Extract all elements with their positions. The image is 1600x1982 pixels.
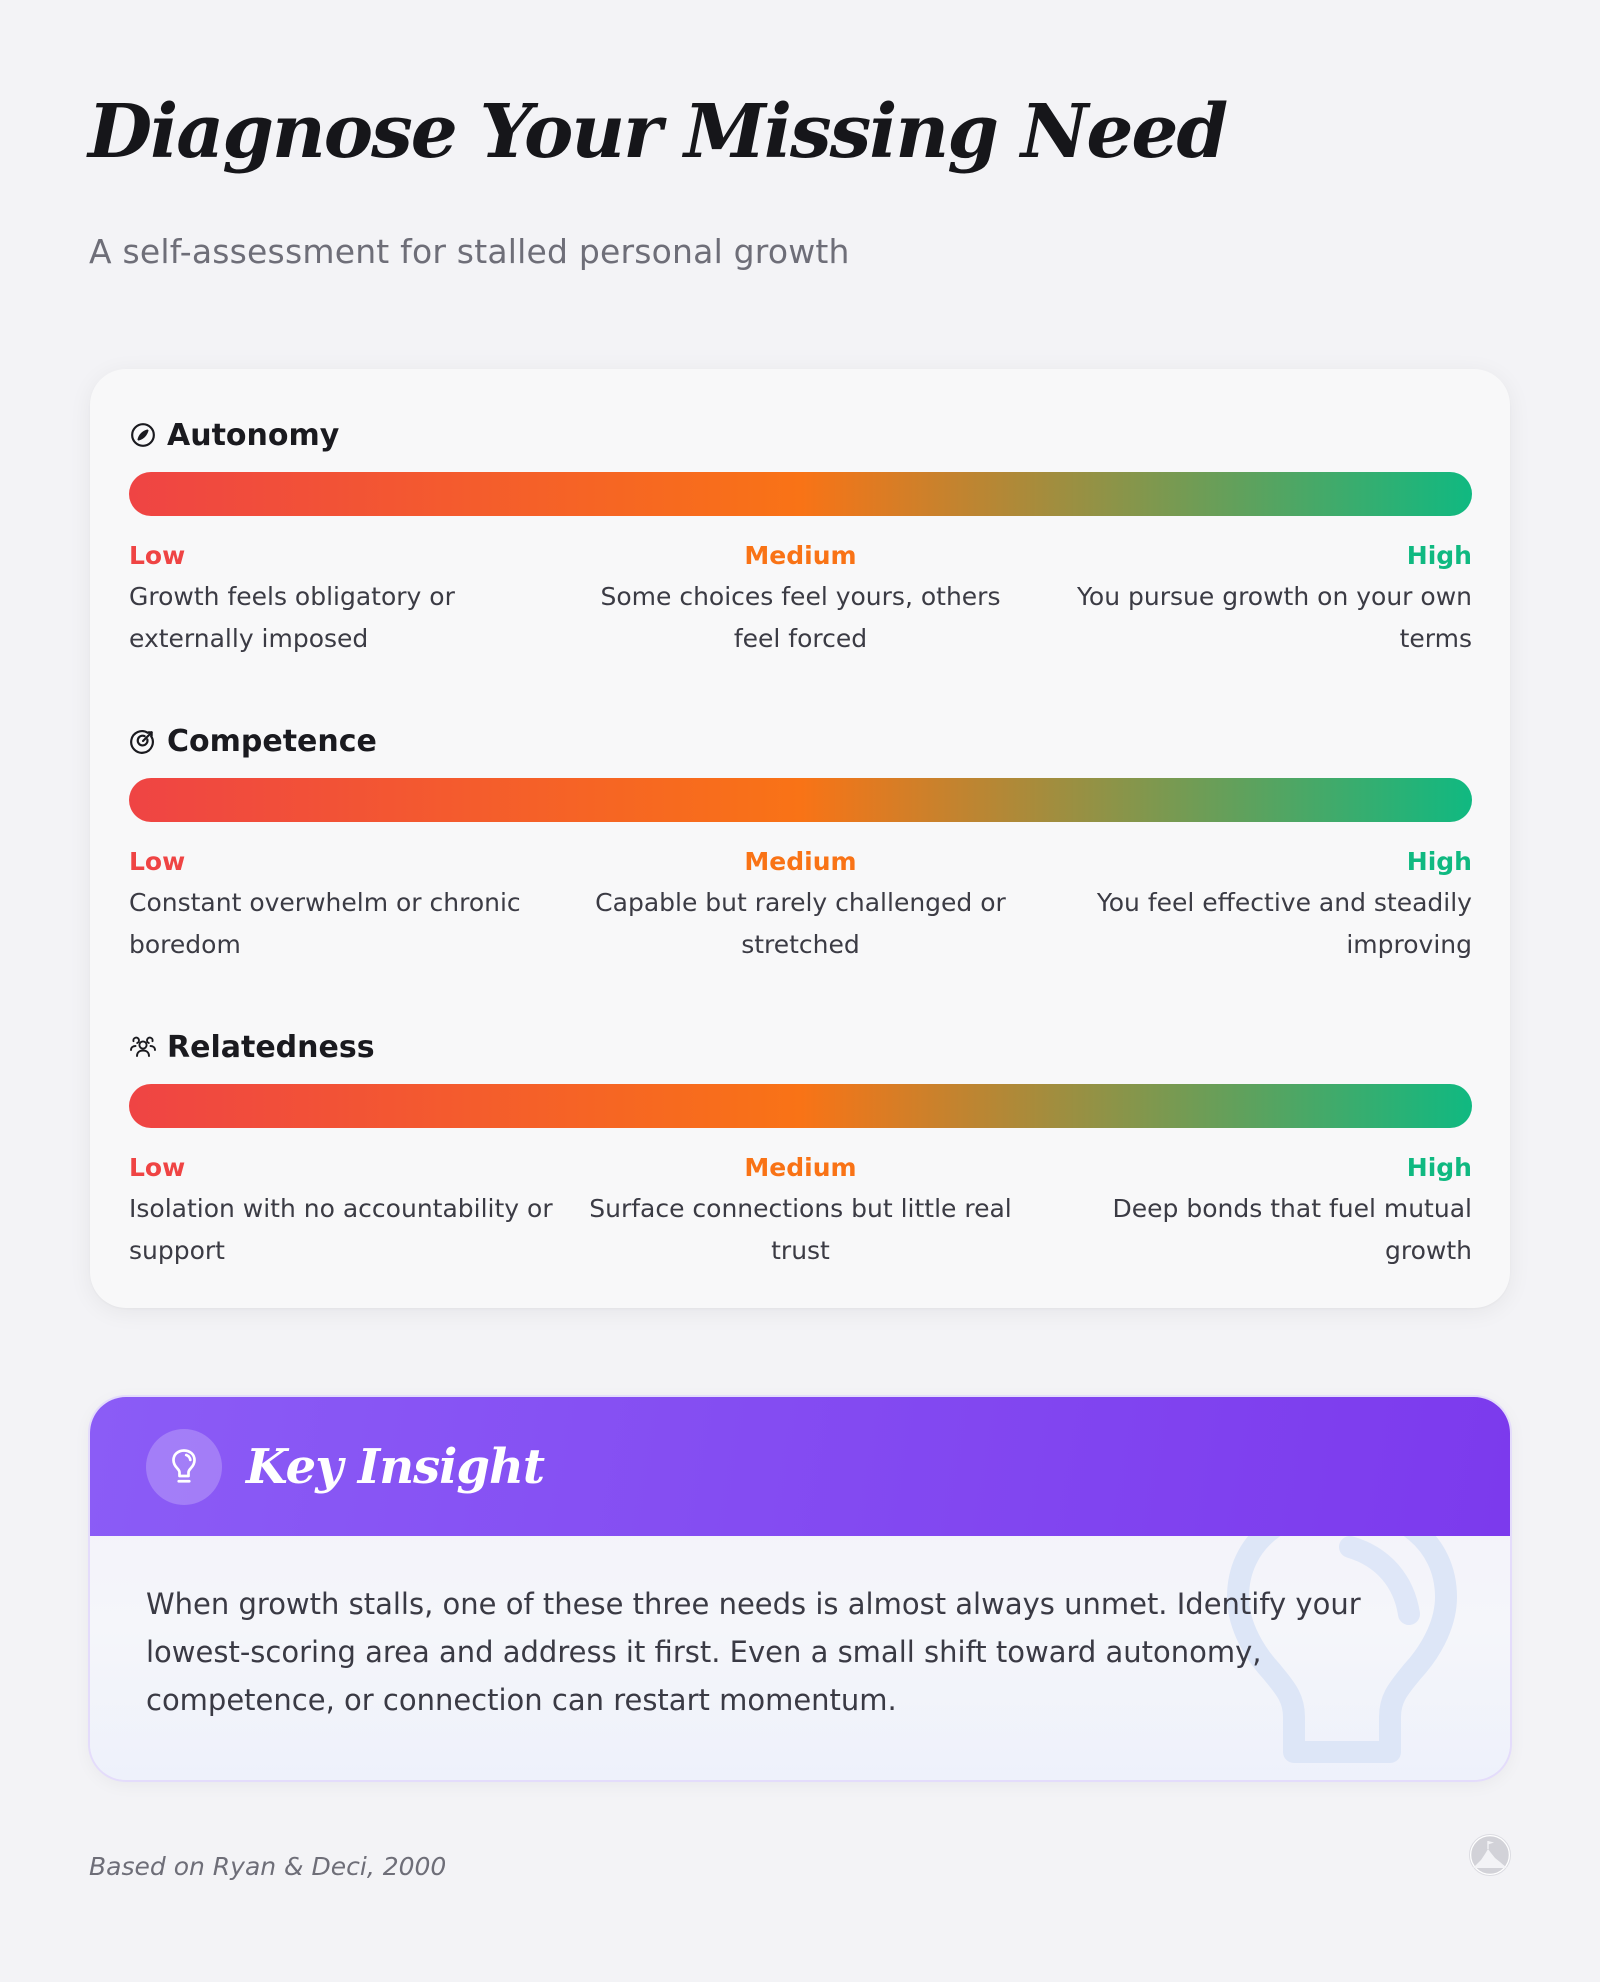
compass-icon	[129, 421, 157, 449]
level-low: Low Growth feels obligatory or externall…	[129, 538, 561, 660]
gradient-scale-bar	[129, 472, 1472, 516]
page-subtitle: A self-assessment for stalled personal g…	[89, 232, 850, 271]
level-high: High Deep bonds that fuel mutual growth	[1040, 1150, 1472, 1272]
need-header: Autonomy	[129, 413, 1472, 457]
mountain-flag-icon	[1469, 1834, 1511, 1876]
target-icon	[129, 727, 157, 755]
level-label: Medium	[744, 847, 857, 876]
level-medium: Medium Some choices feel yours, others f…	[585, 538, 1017, 660]
need-autonomy: Autonomy Low Growth feels obligatory or …	[129, 413, 1472, 660]
level-description: Capable but rarely challenged or stretch…	[595, 888, 1006, 959]
insight-body: When growth stalls, one of these three n…	[146, 1587, 1361, 1717]
need-title: Relatedness	[167, 1029, 375, 1065]
need-header: Relatedness	[129, 1025, 1472, 1069]
level-description: You pursue growth on your own terms	[1076, 582, 1472, 653]
level-label: Medium	[744, 541, 857, 570]
level-low: Low Constant overwhelm or chronic boredo…	[129, 844, 561, 966]
users-icon	[129, 1033, 157, 1061]
level-label: Medium	[744, 1153, 857, 1182]
need-title: Competence	[167, 723, 377, 759]
level-label: High	[1406, 1153, 1472, 1182]
gradient-scale-bar	[129, 1084, 1472, 1128]
level-description: Growth feels obligatory or externally im…	[129, 582, 455, 653]
level-description: Isolation with no accountability or supp…	[129, 1194, 553, 1265]
need-competence: Competence Low Constant overwhelm or chr…	[129, 719, 1472, 966]
page-title: Diagnose Your Missing Need	[88, 89, 1228, 175]
levels-row: Low Isolation with no accountability or …	[129, 1150, 1472, 1272]
level-label: High	[1406, 847, 1472, 876]
level-description: Surface connections but little real trus…	[589, 1194, 1012, 1265]
level-low: Low Isolation with no accountability or …	[129, 1150, 561, 1272]
levels-row: Low Growth feels obligatory or externall…	[129, 538, 1472, 660]
lightbulb-icon	[172, 1448, 196, 1483]
level-high: High You feel effective and steadily imp…	[1040, 844, 1472, 966]
gradient-scale-bar	[129, 778, 1472, 822]
level-description: Some choices feel yours, others feel for…	[600, 582, 1001, 653]
source-credit: Based on Ryan & Deci, 2000	[89, 1852, 447, 1881]
levels-row: Low Constant overwhelm or chronic boredo…	[129, 844, 1472, 966]
need-relatedness: Relatedness Low Isolation with no accoun…	[129, 1025, 1472, 1272]
key-insight-card: Key Insight When growth stalls, one of t…	[90, 1397, 1510, 1780]
level-label: Low	[129, 1153, 186, 1182]
insight-header: Key Insight	[90, 1397, 1510, 1536]
level-label: High	[1406, 541, 1472, 570]
need-header: Competence	[129, 719, 1472, 763]
needs-scale-card: Autonomy Low Growth feels obligatory or …	[90, 369, 1510, 1308]
need-title: Autonomy	[167, 417, 340, 453]
level-label: Low	[129, 541, 186, 570]
lightbulb-icon-badge	[146, 1428, 222, 1505]
level-description: Constant overwhelm or chronic boredom	[129, 888, 521, 959]
level-label: Low	[129, 847, 186, 876]
insight-title: Key Insight	[246, 1438, 545, 1495]
level-description: Deep bonds that fuel mutual growth	[1112, 1194, 1472, 1265]
level-description: You feel effective and steadily improvin…	[1096, 888, 1472, 959]
level-medium: Medium Surface connections but little re…	[585, 1150, 1017, 1272]
level-high: High You pursue growth on your own terms	[1040, 538, 1472, 660]
level-medium: Medium Capable but rarely challenged or …	[585, 844, 1017, 966]
